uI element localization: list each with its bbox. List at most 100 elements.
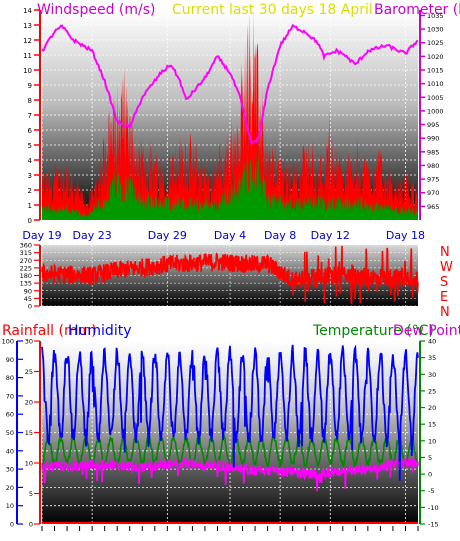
temperature-tick-label: 0 xyxy=(428,471,432,479)
barometer-tick-label: 1005 xyxy=(427,94,444,102)
rainfall-tick-label: 30 xyxy=(25,338,33,346)
windspeed-tick-label: 14 xyxy=(23,7,32,15)
barometer-tick-label: 1030 xyxy=(427,26,444,34)
direction-tick-label: 360 xyxy=(20,242,32,250)
windspeed-tick-label: 5 xyxy=(28,142,32,150)
axes: 0123456789101112131496597097598098599099… xyxy=(2,7,444,531)
barometer-tick-label: 985 xyxy=(427,148,439,156)
chart-subtitle-period: Current last 30 days 18 April xyxy=(172,2,373,18)
x-axis-tick-label: Day 18 xyxy=(386,229,425,242)
windspeed-tick-label: 0 xyxy=(28,217,32,225)
humidity-tick-label: 50 xyxy=(6,429,14,437)
rainfall-tick-label: 25 xyxy=(25,368,33,376)
windspeed-tick-label: 3 xyxy=(28,172,32,180)
x-axis-tick-label: Day 4 xyxy=(214,229,246,242)
chart-title-windspeed: Windspeed (m/s) xyxy=(37,2,156,18)
direction-tick-label: 0 xyxy=(28,303,32,311)
direction-tick-label: 315 xyxy=(20,249,32,257)
compass-label: W xyxy=(440,260,453,275)
windspeed-tick-label: 4 xyxy=(28,157,33,165)
barometer-tick-label: 980 xyxy=(427,162,439,170)
temperature-tick-label: 30 xyxy=(428,371,436,379)
humidity-tick-label: 70 xyxy=(6,392,14,400)
humidity-line xyxy=(41,344,419,481)
temperature-tick-label: -15 xyxy=(428,521,439,529)
temperature-tick-label: 5 xyxy=(428,454,432,462)
direction-line xyxy=(41,245,419,306)
barometer-tick-label: 1015 xyxy=(427,67,444,75)
humidity-tick-label: 10 xyxy=(6,502,14,510)
direction-tick-label: 180 xyxy=(20,272,32,280)
humidity-tick-label: 60 xyxy=(6,411,14,419)
x-axis-tick-label: Day 23 xyxy=(73,229,112,242)
windspeed-tick-label: 7 xyxy=(28,112,32,120)
barometer-tick-label: 1020 xyxy=(427,53,444,61)
dewpoint-line xyxy=(41,456,419,492)
barometer-tick-label: 1000 xyxy=(427,107,444,115)
humidity-tick-label: 30 xyxy=(6,466,14,474)
windspeed-tick-label: 1 xyxy=(28,202,32,210)
temperature-tick-label: 40 xyxy=(428,338,436,346)
rainfall-tick-label: 20 xyxy=(25,399,33,407)
barometer-tick-label: 995 xyxy=(427,121,439,129)
barometer-tick-label: 975 xyxy=(427,176,439,184)
direction-tick-label: 135 xyxy=(20,280,32,288)
chart-title-barometer: Barometer (hPa) xyxy=(374,2,460,18)
rainfall-tick-label: 0 xyxy=(29,521,33,529)
chart-title-rainfall: Rainfall (mm) xyxy=(2,323,97,339)
chart-title-humidity: Humidity xyxy=(68,323,131,339)
compass-label: N xyxy=(440,305,450,320)
wind-baro-marks xyxy=(41,10,419,220)
barometer-line xyxy=(41,24,419,145)
compass-label: S xyxy=(440,275,448,290)
windspeed-tick-label: 6 xyxy=(28,127,33,135)
compass-label: E xyxy=(440,290,448,305)
direction-tick-label: 270 xyxy=(20,257,32,265)
rainfall-tick-label: 15 xyxy=(25,429,33,437)
rainfall-tick-label: 10 xyxy=(25,460,33,468)
barometer-tick-label: 990 xyxy=(427,135,439,143)
temperature-tick-label: 25 xyxy=(428,387,436,395)
windspeed-tick-label: 2 xyxy=(28,187,32,195)
windspeed-average-area xyxy=(42,134,418,220)
direction-tick-label: 45 xyxy=(24,295,32,303)
chart-title-dewpoint: Dew Point xyxy=(393,323,460,339)
temperature-tick-label: 35 xyxy=(428,354,436,362)
windspeed-tick-label: 11 xyxy=(23,52,32,60)
chart-title-temperature: Temperature (°C) xyxy=(312,323,434,339)
humidity-tick-label: 90 xyxy=(6,356,14,364)
windspeed-tick-label: 12 xyxy=(23,37,32,45)
barometer-tick-label: 965 xyxy=(427,203,439,211)
windspeed-tick-label: 9 xyxy=(28,82,32,90)
x-axis-tick-label: Day 19 xyxy=(22,229,61,242)
humidity-temp-marks xyxy=(41,344,419,524)
humidity-tick-label: 100 xyxy=(2,338,14,346)
barometer-tick-label: 1010 xyxy=(427,80,444,88)
barometer-tick-label: 1035 xyxy=(427,12,444,20)
temperature-tick-label: -5 xyxy=(428,487,434,495)
compass-label: N xyxy=(440,245,450,260)
rainfall-tick-label: 5 xyxy=(29,490,33,498)
humidity-tick-label: 20 xyxy=(6,484,14,492)
humidity-tick-label: 0 xyxy=(10,521,14,529)
humidity-tick-label: 80 xyxy=(6,374,14,382)
windspeed-tick-label: 10 xyxy=(23,67,32,75)
windspeed-tick-label: 13 xyxy=(23,22,32,30)
temperature-tick-label: 20 xyxy=(428,404,436,412)
x-axis-tick-label: Day 8 xyxy=(264,229,296,242)
temperature-tick-label: 15 xyxy=(428,421,436,429)
barometer-tick-label: 1025 xyxy=(427,39,444,47)
temperature-tick-label: 10 xyxy=(428,437,436,445)
humidity-tick-label: 40 xyxy=(6,447,14,455)
windspeed-tick-label: 8 xyxy=(28,97,32,105)
windspeed-gust-area xyxy=(42,10,418,220)
x-axis-tick-label: Day 29 xyxy=(148,229,187,242)
temperature-tick-label: -10 xyxy=(428,504,439,512)
direction-marks xyxy=(41,245,419,306)
direction-tick-label: 90 xyxy=(24,287,32,295)
direction-tick-label: 225 xyxy=(20,264,32,272)
barometer-tick-label: 970 xyxy=(427,189,439,197)
